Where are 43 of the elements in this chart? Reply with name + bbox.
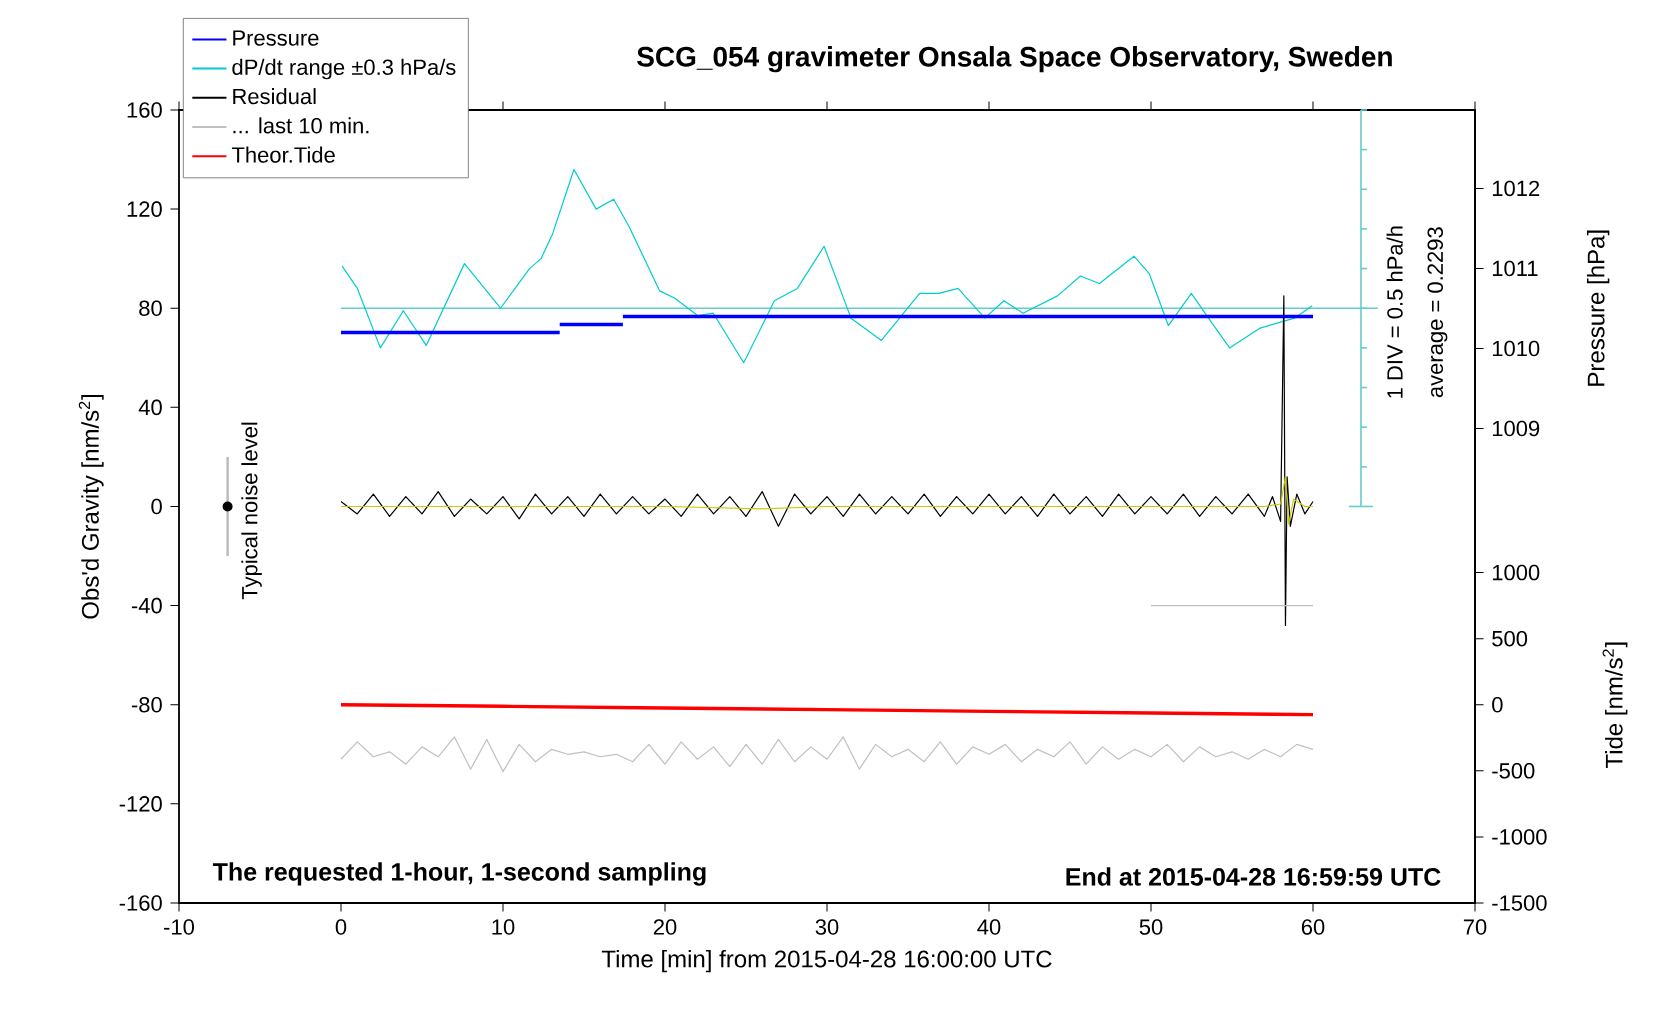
y3-tick-label: -500 [1492, 763, 1535, 779]
y2-axis-title: Pressure [hPa] [1586, 230, 1610, 386]
y2-tick-label: 1012 [1492, 180, 1540, 197]
legend-label: dP/dt range ±0.3 hPa/s [232, 58, 456, 80]
y-axis-title: Obs'd Gravity [nm/s$^{2}$] [78, 394, 104, 619]
x-axis-title: Time [min] from 2015-04-28 16:00:00 UTC [601, 949, 1052, 973]
x-tick-label: 20 [653, 919, 677, 935]
legend-label: ... last 10 min. [233, 117, 369, 134]
x-tick-label: 0 [335, 919, 347, 935]
y-tick-label: 80 [139, 300, 162, 317]
annotation: Typical noise level [241, 422, 262, 600]
annotation: The requested 1-hour, 1-second sampling [212, 862, 706, 886]
y3-tick-label: 1000 [1492, 564, 1540, 581]
x-tick-label: -10 [164, 919, 195, 935]
y3-axis-title: Tide [nm/s$^{2}$] [1602, 642, 1628, 769]
x-tick-label: 30 [815, 919, 839, 935]
y2-tick-label: 1011 [1492, 260, 1538, 277]
legend-label: Residual [233, 88, 316, 105]
y-tick-label: 0 [151, 498, 162, 515]
y3-tick-label: 0 [1492, 696, 1503, 713]
chart-title: SCG_054 gravimeter Onsala Space Observatory, Sweden [637, 46, 1392, 73]
y-tick-label: 40 [138, 399, 162, 416]
y3-tick-label: 500 [1492, 630, 1528, 647]
annotation: average = 0.2293 [1427, 227, 1448, 398]
y-tick-label: -160 [119, 895, 162, 911]
y2-tick-label: 1009 [1492, 420, 1540, 437]
y-tick-label: -80 [131, 696, 162, 713]
y-tick-label: -40 [131, 597, 162, 614]
x-tick-label: 70 [1463, 919, 1487, 935]
y-tick-label: -120 [119, 796, 162, 812]
y-tick-label: 160 [127, 102, 162, 118]
legend-label: Theor.Tide [231, 146, 335, 163]
y3-tick-label: -1500 [1492, 895, 1547, 911]
annotation: End at 2015-04-28 16:59:59 UTC [1066, 867, 1441, 886]
y-tick-label: 120 [127, 201, 162, 217]
x-tick-label: 10 [492, 919, 515, 935]
y3-tick-label: -1000 [1492, 829, 1547, 845]
x-tick-label: 50 [1139, 919, 1163, 935]
y2-tick-label: 1010 [1492, 340, 1540, 357]
x-tick-label: 60 [1301, 919, 1325, 935]
legend-label: Pressure [233, 30, 319, 46]
annotation: 1 DIV = 0.5 hPa/h [1386, 226, 1403, 398]
x-tick-label: 40 [977, 919, 1001, 935]
